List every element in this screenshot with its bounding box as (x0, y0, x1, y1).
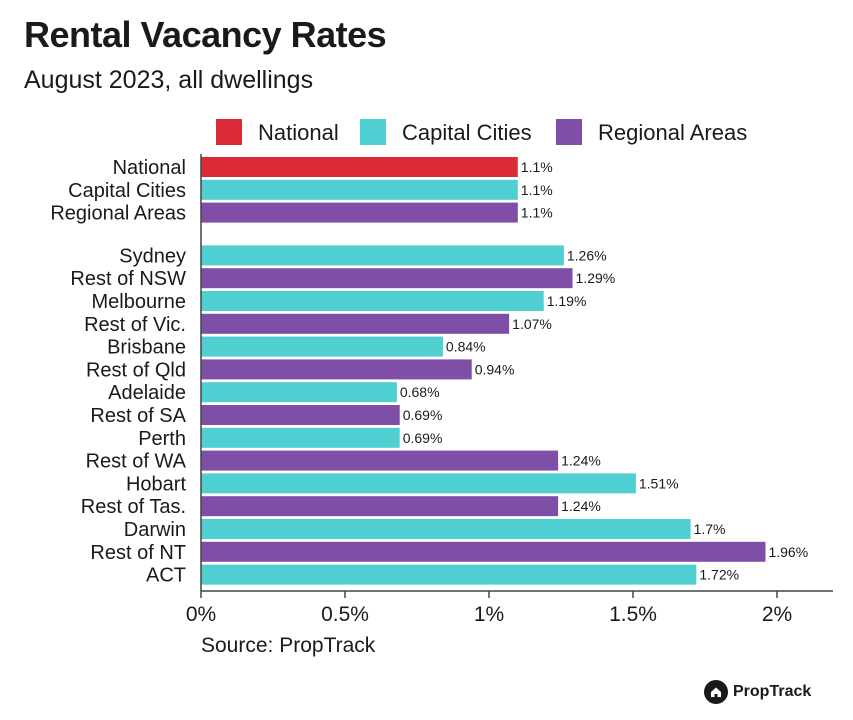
x-tick-label: 2% (762, 603, 792, 626)
category-label: Sydney (119, 245, 186, 267)
value-label: 0.68% (400, 384, 440, 400)
category-label: Brisbane (107, 337, 186, 359)
bar-chart: National Capital Cities Regional AreasNati… (50, 119, 833, 626)
value-label: 1.1% (521, 159, 553, 175)
category-label: Rest of Vic. (84, 314, 186, 336)
x-tick-label: 1% (474, 603, 504, 626)
bar (201, 336, 443, 357)
brand-name: PropTrack (733, 683, 812, 700)
bar (201, 541, 766, 562)
value-label: 1.07% (512, 316, 552, 332)
value-label: 1.72% (699, 567, 739, 583)
category-label: Adelaide (108, 382, 186, 404)
category-label: Rest of SA (90, 405, 186, 427)
value-label: 1.24% (561, 453, 601, 469)
value-label: 1.51% (639, 475, 679, 491)
bar (201, 359, 472, 380)
value-label: 1.26% (567, 247, 607, 263)
value-label: 1.1% (521, 205, 553, 221)
value-label: 1.7% (694, 521, 726, 537)
bar (201, 245, 564, 266)
legend-label-national: National (258, 120, 339, 145)
legend-swatch-regional (556, 119, 582, 145)
proptrack-logo: PropTrack (704, 680, 811, 704)
bar (201, 157, 518, 177)
value-label: 1.29% (576, 270, 616, 286)
legend-label-regional: Regional Areas (598, 120, 747, 145)
legend-item-national: National (216, 119, 339, 145)
x-tick-label: 1.5% (609, 603, 657, 626)
category-label: Regional Areas (50, 203, 186, 225)
bar (201, 564, 697, 585)
bar (201, 382, 397, 403)
value-label: 0.69% (403, 430, 443, 446)
value-label: 1.96% (768, 544, 808, 560)
legend-label-capital: Capital Cities (402, 120, 532, 145)
bar (201, 450, 559, 471)
x-tick-label: 0% (186, 603, 216, 626)
category-label: Darwin (124, 519, 186, 541)
house-icon (704, 680, 728, 704)
bar (201, 427, 400, 448)
legend-item-capital: Capital Cities (360, 119, 532, 145)
bar (201, 313, 510, 334)
category-label: Rest of WA (86, 451, 187, 473)
category-label: Hobart (126, 473, 186, 495)
legend-swatch-national (216, 119, 242, 145)
legend-item-regional: Regional Areas (556, 119, 747, 145)
category-label: ACT (146, 565, 186, 587)
category-label: Rest of Qld (86, 359, 186, 381)
bar (201, 268, 573, 289)
value-label: 0.94% (475, 361, 515, 377)
category-label: Perth (138, 428, 186, 450)
category-label: Capital Cities (68, 180, 186, 202)
category-label: Rest of Tas. (81, 496, 186, 518)
x-tick-label: 0.5% (321, 603, 369, 626)
bar (201, 179, 518, 200)
value-label: 1.24% (561, 498, 601, 514)
chart-subtitle: August 2023, all dwellings (24, 66, 314, 94)
bar (201, 405, 400, 425)
value-label: 1.19% (547, 293, 587, 309)
bar (201, 202, 518, 223)
category-label: Rest of NT (90, 542, 186, 564)
source-note: Source: PropTrack (201, 634, 376, 657)
value-label: 0.69% (403, 407, 443, 423)
legend-swatch-capital (360, 119, 386, 145)
value-label: 1.1% (521, 182, 553, 198)
bar (201, 496, 559, 517)
bar (201, 291, 544, 311)
category-label: National (113, 157, 186, 179)
category-label: Rest of NSW (70, 268, 186, 290)
chart-title: Rental Vacancy Rates (24, 14, 387, 55)
category-label: Melbourne (91, 291, 186, 313)
value-label: 0.84% (446, 339, 486, 355)
bar (201, 519, 691, 539)
bar (201, 473, 636, 494)
